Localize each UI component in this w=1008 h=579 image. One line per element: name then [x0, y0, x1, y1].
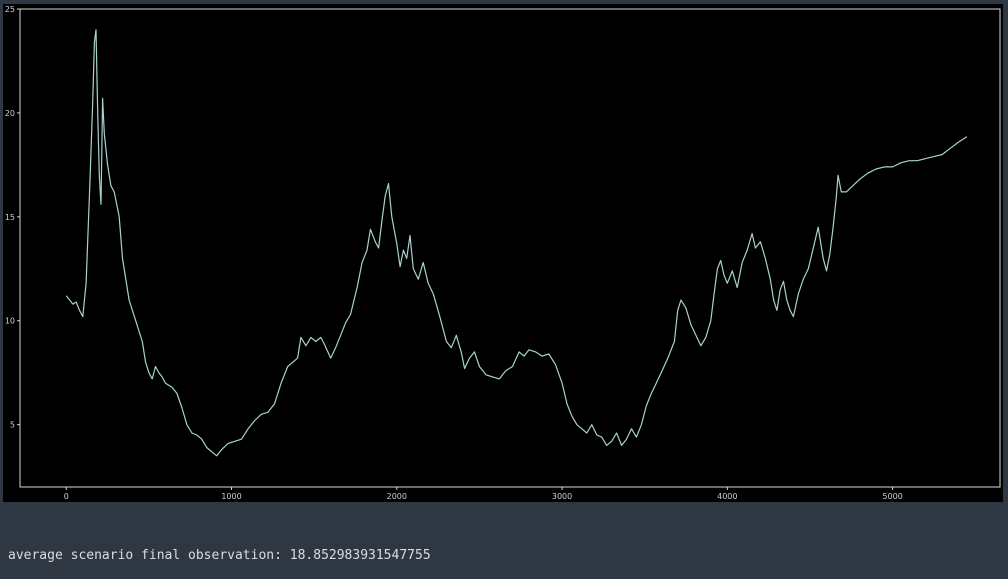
- x-tick-label: 2000: [387, 492, 407, 501]
- plot-area: [19, 8, 1001, 488]
- y-tick-label: 5: [10, 421, 15, 430]
- x-tick-label: 4000: [717, 492, 737, 501]
- x-tick-label: 3000: [552, 492, 572, 501]
- series-layer: [65, 29, 968, 457]
- output-text: average scenario final observation: 18.8…: [8, 548, 431, 563]
- y-axis: 5 10 15 20 25: [5, 5, 20, 430]
- y-tick-label: 10: [5, 317, 15, 326]
- y-tick-label: 20: [5, 109, 15, 118]
- line-chart: 0 1000 2000 3000 4000 5000 5 10 15 20 25: [5, 5, 1001, 501]
- y-tick-label: 25: [5, 5, 15, 14]
- x-axis: 0 1000 2000 3000 4000 5000: [64, 487, 903, 501]
- x-tick-label: 0: [64, 492, 69, 501]
- x-tick-label: 5000: [882, 492, 902, 501]
- series-line: [65, 29, 968, 457]
- chart-figure: 0 1000 2000 3000 4000 5000 5 10 15 20 25: [3, 4, 1003, 502]
- y-tick-label: 15: [5, 213, 15, 222]
- x-tick-label: 1000: [221, 492, 241, 501]
